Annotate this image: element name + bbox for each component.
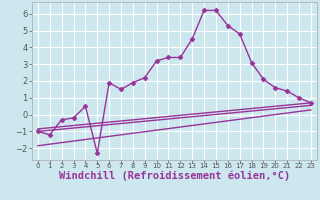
X-axis label: Windchill (Refroidissement éolien,°C): Windchill (Refroidissement éolien,°C): [59, 171, 290, 181]
